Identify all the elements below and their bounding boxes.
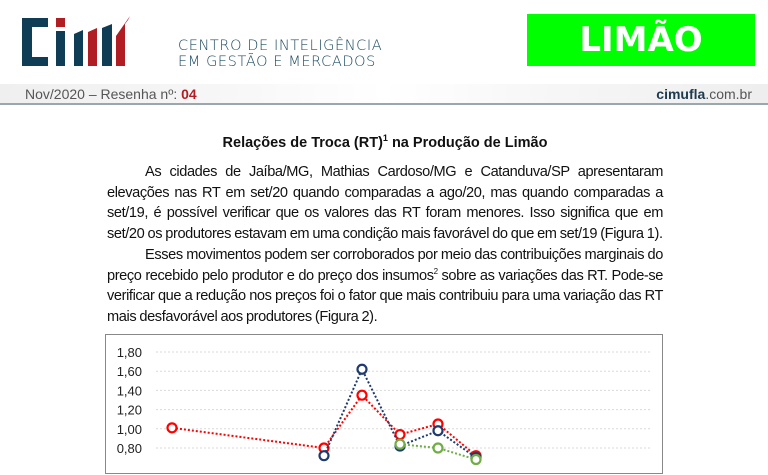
- issue-number: 04: [181, 86, 197, 102]
- header-band: [0, 84, 768, 103]
- title-text: Relações de Troca (RT): [222, 135, 383, 151]
- issue-label: Nov/2020 – Resenha nº: 04: [25, 86, 197, 102]
- figure-1-chart: 1,80 1,60 1,40 1,20 1,00 0,80: [105, 333, 663, 474]
- y-tick-label: 1,80: [117, 345, 142, 360]
- article-title: Relações de Troca (RT)1 na Produção de L…: [107, 134, 663, 152]
- title-text-end: na Produção de Limão: [387, 135, 548, 151]
- issue-prefix: Nov/2020 – Resenha nº:: [25, 86, 182, 102]
- p2-text: Esses movimentos podem ser corroborados …: [107, 246, 663, 284]
- org-name-line1: CENTRO DE INTELIGÊNCIA: [178, 38, 383, 54]
- p2-text-end: sobre as variações das RT. Pode-se verif…: [107, 267, 663, 325]
- site-link[interactable]: cimufla.com.br: [656, 86, 752, 102]
- data-point: [356, 389, 368, 401]
- site-bold: cimufla: [656, 86, 706, 102]
- article: Relações de Troca (RT)1 na Produção de L…: [105, 134, 663, 474]
- y-tick-label: 1,60: [117, 364, 142, 379]
- product-tag: LIMÃO: [527, 14, 755, 66]
- chart-svg: 1,80 1,60 1,40 1,20 1,00 0,80: [117, 345, 651, 465]
- data-point: [470, 453, 482, 465]
- data-point: [318, 449, 330, 461]
- series-line-0: [171, 393, 477, 457]
- y-tick-label: 1,20: [117, 402, 142, 417]
- y-tick-label: 0,80: [117, 441, 142, 456]
- y-tick-label: 1,40: [117, 383, 142, 398]
- title-footnote: 1: [382, 133, 388, 144]
- p2-footnote: 2: [433, 266, 438, 276]
- data-point: [394, 428, 406, 440]
- site-rest: .com.br: [705, 86, 752, 102]
- paragraph-2: Esses movimentos podem ser corroborados …: [107, 245, 663, 328]
- org-name-line2: EM GESTÃO E MERCADOS: [178, 54, 376, 70]
- header-divider: [0, 103, 768, 105]
- cim-logo: [22, 16, 130, 66]
- paragraph-1: As cidades de Jaíba/MG, Mathias Cardoso/…: [107, 164, 663, 243]
- data-point: [394, 438, 406, 450]
- data-point: [356, 363, 368, 375]
- y-tick-label: 1,00: [117, 421, 142, 436]
- data-point: [432, 442, 444, 454]
- data-point: [432, 424, 444, 436]
